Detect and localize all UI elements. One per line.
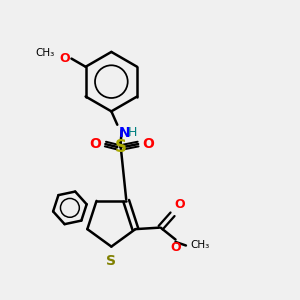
Text: CH₃: CH₃ bbox=[36, 48, 55, 58]
Text: O: O bbox=[170, 241, 181, 254]
Text: O: O bbox=[59, 52, 70, 65]
Text: CH₃: CH₃ bbox=[190, 241, 210, 250]
Text: S: S bbox=[114, 138, 126, 156]
Text: O: O bbox=[142, 137, 154, 151]
Text: S: S bbox=[106, 254, 116, 268]
Text: O: O bbox=[89, 137, 101, 151]
Text: N: N bbox=[119, 126, 130, 140]
Text: O: O bbox=[174, 198, 185, 211]
Text: H: H bbox=[128, 126, 137, 139]
